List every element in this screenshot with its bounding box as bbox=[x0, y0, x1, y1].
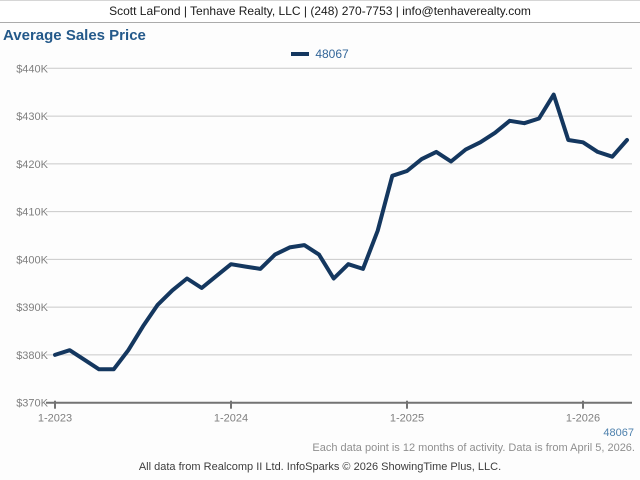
x-tick-label: 1-2024 bbox=[214, 413, 248, 425]
y-tick-label: $420K bbox=[16, 159, 48, 171]
y-tick-label: $380K bbox=[16, 350, 48, 362]
legend-label: 48067 bbox=[315, 47, 349, 61]
header-bar: Scott LaFond | Tenhave Realty, LLC | (24… bbox=[0, 0, 640, 23]
x-tick-label: 1-2025 bbox=[390, 413, 424, 425]
contact-line: Scott LaFond | Tenhave Realty, LLC | (24… bbox=[109, 4, 531, 18]
y-tick-label: $410K bbox=[16, 207, 48, 219]
zip-code-label: 48067 bbox=[603, 427, 634, 439]
data-note: Each data point is 12 months of activity… bbox=[312, 442, 635, 454]
x-tick-label: 1-2026 bbox=[566, 413, 600, 425]
y-tick-label: $390K bbox=[16, 302, 48, 314]
legend: 48067 bbox=[0, 47, 640, 61]
y-tick-label: $430K bbox=[16, 111, 48, 123]
y-tick-label: $440K bbox=[16, 63, 48, 75]
page-title: Average Sales Price bbox=[3, 27, 146, 44]
x-tick-label: 1-2023 bbox=[38, 413, 72, 425]
legend-line-swatch bbox=[291, 52, 310, 56]
price-line bbox=[53, 92, 629, 372]
y-tick-label: $400K bbox=[16, 254, 48, 266]
attribution: All data from Realcomp II Ltd. InfoSpark… bbox=[138, 461, 502, 473]
y-tick-label: $370K bbox=[16, 398, 48, 410]
